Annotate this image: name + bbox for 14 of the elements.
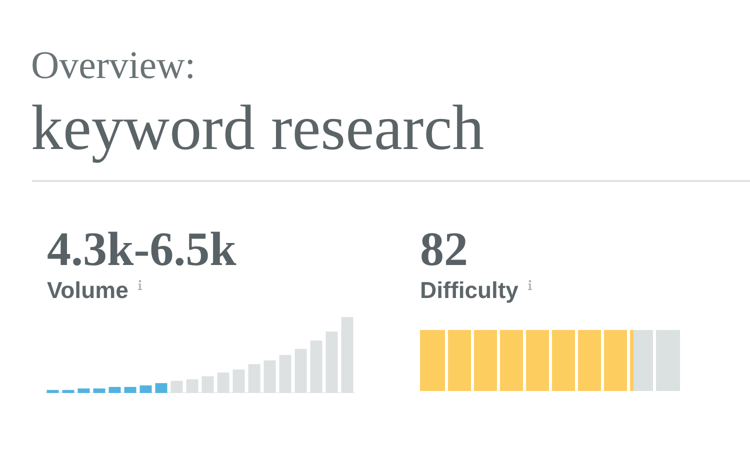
bar bbox=[108, 386, 121, 393]
bar bbox=[46, 390, 59, 393]
text: keyword research bbox=[31, 92, 484, 163]
bar bbox=[62, 390, 74, 393]
chart-title: Difficulty bbox=[420, 277, 518, 303]
bar bbox=[78, 388, 90, 393]
chart-title: Volume bbox=[47, 277, 128, 303]
text: Overview: bbox=[31, 44, 196, 87]
text: 4.3k-6.5k bbox=[47, 223, 236, 276]
bar bbox=[93, 388, 106, 393]
bar bbox=[155, 383, 168, 393]
bar bbox=[124, 386, 136, 393]
bar bbox=[140, 385, 152, 393]
text: 82 bbox=[420, 223, 468, 276]
